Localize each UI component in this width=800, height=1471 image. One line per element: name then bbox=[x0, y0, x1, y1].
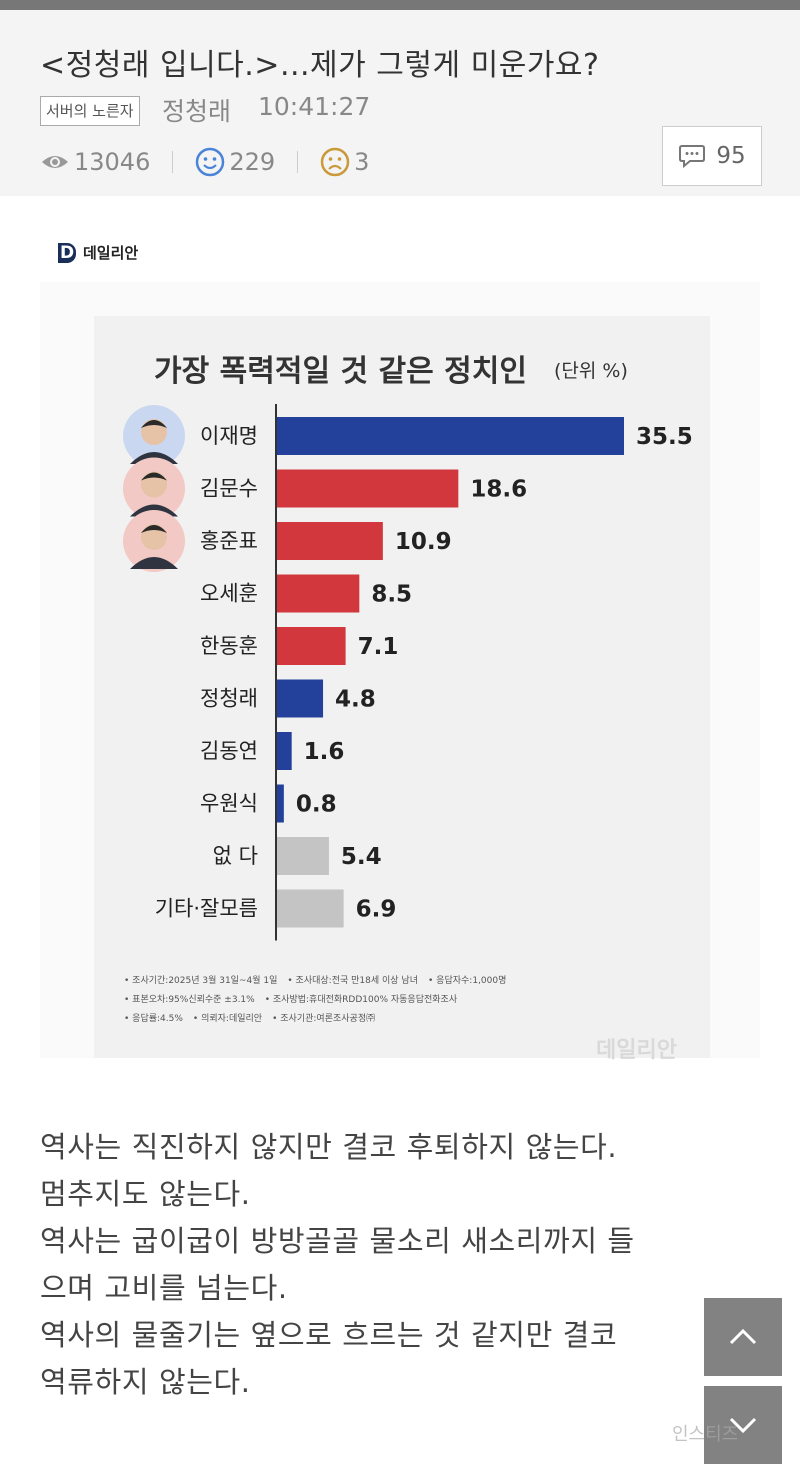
author-name[interactable]: 정청래 bbox=[162, 97, 232, 126]
bar bbox=[276, 522, 383, 560]
bar bbox=[276, 574, 360, 613]
views-stat: 13046 bbox=[40, 148, 150, 176]
value-label: 35.5 bbox=[636, 424, 693, 450]
footnote: • 의뢰자:데일리안 bbox=[192, 1014, 263, 1024]
bar bbox=[276, 732, 292, 770]
value-label: 4.8 bbox=[335, 687, 376, 713]
scroll-top-button[interactable] bbox=[704, 1298, 782, 1376]
portrait-hair bbox=[141, 472, 167, 481]
source-credit: D 데일리안 bbox=[58, 242, 138, 263]
portrait-hair bbox=[141, 420, 167, 428]
category-label: 홍준표 bbox=[200, 529, 258, 553]
politician-portrait bbox=[123, 510, 185, 572]
eye-icon bbox=[42, 156, 68, 168]
footnote: • 조사대상:전국 만18세 이상 남녀 bbox=[287, 976, 418, 986]
smile-icon bbox=[196, 147, 225, 177]
politician-portrait bbox=[123, 405, 185, 467]
value-label: 5.4 bbox=[341, 844, 382, 870]
speech-bubble-icon bbox=[679, 145, 706, 168]
article-line: 역사는 직진하지 않지만 결코 후퇴하지 않는다. bbox=[40, 1130, 618, 1164]
bar bbox=[276, 837, 329, 875]
portrait-suit bbox=[130, 557, 178, 569]
site-watermark: 인스티즈 bbox=[672, 1424, 739, 1445]
footnote: • 조사방법:휴대전화RDD100% 자동응답전화조사 bbox=[264, 995, 458, 1005]
dislike-count: 3 bbox=[354, 148, 370, 176]
value-label: 7.1 bbox=[358, 634, 399, 660]
footnote-row: • 응답률:4.5% • 의뢰자:데일리안 • 조사기관:여론조사공정㈜ bbox=[124, 1010, 516, 1029]
portrait-hair bbox=[141, 525, 167, 533]
bar bbox=[276, 627, 346, 665]
category-label: 이재명 bbox=[200, 424, 258, 448]
bar bbox=[276, 784, 284, 823]
top-divider bbox=[0, 0, 800, 10]
article-line: 역사의 물줄기는 옆으로 흐르는 것 같지만 결코 bbox=[40, 1318, 618, 1352]
post-header: <정청래 입니다.>...제가 그렇게 미운가요? 서버의 노른자 정청래 10… bbox=[0, 10, 800, 196]
post-stats: 13046 229 3 bbox=[40, 142, 369, 182]
value-label: 8.5 bbox=[371, 582, 412, 608]
comment-count: 95 bbox=[716, 143, 746, 169]
politician-portrait bbox=[123, 457, 185, 520]
category-label: 우원식 bbox=[200, 792, 258, 816]
source-name: 데일리안 bbox=[83, 244, 139, 262]
value-label: 0.8 bbox=[296, 792, 337, 818]
article-line: 멈추지도 않는다. bbox=[40, 1177, 251, 1211]
article-image: 가장 폭력적일 것 같은 정치인 (단위 %) 이재명 35.5 김문수 18.6 홍준… bbox=[40, 282, 760, 1063]
footnote-row: • 표본오차:95%신뢰수준 ±3.1% • 조사방법:휴대전화RDD100% … bbox=[124, 991, 516, 1010]
chart-unit: (단위 %) bbox=[554, 360, 628, 382]
article-line: 으며 고비를 넘는다. bbox=[40, 1271, 288, 1305]
post-title: <정청래 입니다.>...제가 그렇게 미운가요? bbox=[40, 48, 600, 83]
value-label: 18.6 bbox=[470, 477, 527, 503]
bar bbox=[276, 679, 324, 718]
stat-divider bbox=[172, 151, 174, 173]
like-button[interactable]: 229 bbox=[195, 147, 275, 177]
value-label: 6.9 bbox=[356, 897, 397, 923]
chart-footnotes: • 조사기간:2025년 3월 31일~4월 1일 • 조사대상:전국 만18세… bbox=[124, 972, 516, 1029]
category-label: 오세훈 bbox=[200, 582, 258, 606]
stat-divider bbox=[297, 151, 299, 173]
poll-chart: 가장 폭력적일 것 같은 정치인 (단위 %) 이재명 35.5 김문수 18.6 홍준… bbox=[94, 316, 710, 1063]
category-label: 기타·잘모름 bbox=[155, 897, 258, 921]
bar bbox=[276, 417, 624, 455]
bar bbox=[276, 889, 344, 928]
watermark: 데일리안 bbox=[596, 1038, 677, 1063]
category-label: 김동연 bbox=[200, 739, 258, 763]
category-label: 한동훈 bbox=[200, 634, 258, 658]
footnote: • 응답자수:1,000명 bbox=[428, 976, 507, 986]
category-label: 없 다 bbox=[213, 844, 258, 868]
comments-button[interactable]: 95 bbox=[662, 126, 762, 186]
board-badge[interactable]: 서버의 노른자 bbox=[40, 96, 140, 126]
article-line: 역류하지 않는다. bbox=[40, 1365, 251, 1399]
source-logo: D bbox=[58, 242, 76, 263]
value-label: 10.9 bbox=[395, 529, 452, 555]
footnote: • 표본오차:95%신뢰수준 ±3.1% bbox=[124, 995, 255, 1005]
post-time: 10:41:27 bbox=[258, 92, 371, 121]
chevron-down-icon bbox=[729, 1417, 757, 1434]
scroll-bottom-button[interactable] bbox=[704, 1386, 782, 1464]
views-count: 13046 bbox=[74, 148, 151, 176]
value-label: 1.6 bbox=[304, 739, 345, 765]
category-label: 김문수 bbox=[200, 477, 258, 501]
chart-title: 가장 폭력적일 것 같은 정치인 bbox=[154, 354, 527, 389]
footnote-row: • 조사기간:2025년 3월 31일~4월 1일 • 조사대상:전국 만18세… bbox=[124, 972, 516, 991]
footnote: • 조사기간:2025년 3월 31일~4월 1일 bbox=[124, 976, 278, 986]
bar-chart: 이재명 35.5 김문수 18.6 홍준표 10.9 오세훈 8.5 한동훈 7.1 정청래 4.8 김… bbox=[123, 404, 693, 941]
article-line: 역사는 굽이굽이 방방골골 물소리 새소리까지 들 bbox=[40, 1224, 635, 1258]
bar bbox=[276, 469, 459, 508]
footnote: • 응답률:4.5% bbox=[124, 1014, 183, 1024]
frown-icon bbox=[320, 147, 350, 177]
like-count: 229 bbox=[229, 148, 276, 176]
chevron-up-icon bbox=[729, 1328, 757, 1345]
category-label: 정청래 bbox=[200, 687, 258, 711]
dislike-button[interactable]: 3 bbox=[320, 147, 369, 177]
footnote: • 조사기관:여론조사공정㈜ bbox=[272, 1014, 376, 1024]
article-body: 역사는 직진하지 않지만 결코 후퇴하지 않는다. 멈추지도 않는다. 역사는 … bbox=[40, 1124, 760, 1406]
